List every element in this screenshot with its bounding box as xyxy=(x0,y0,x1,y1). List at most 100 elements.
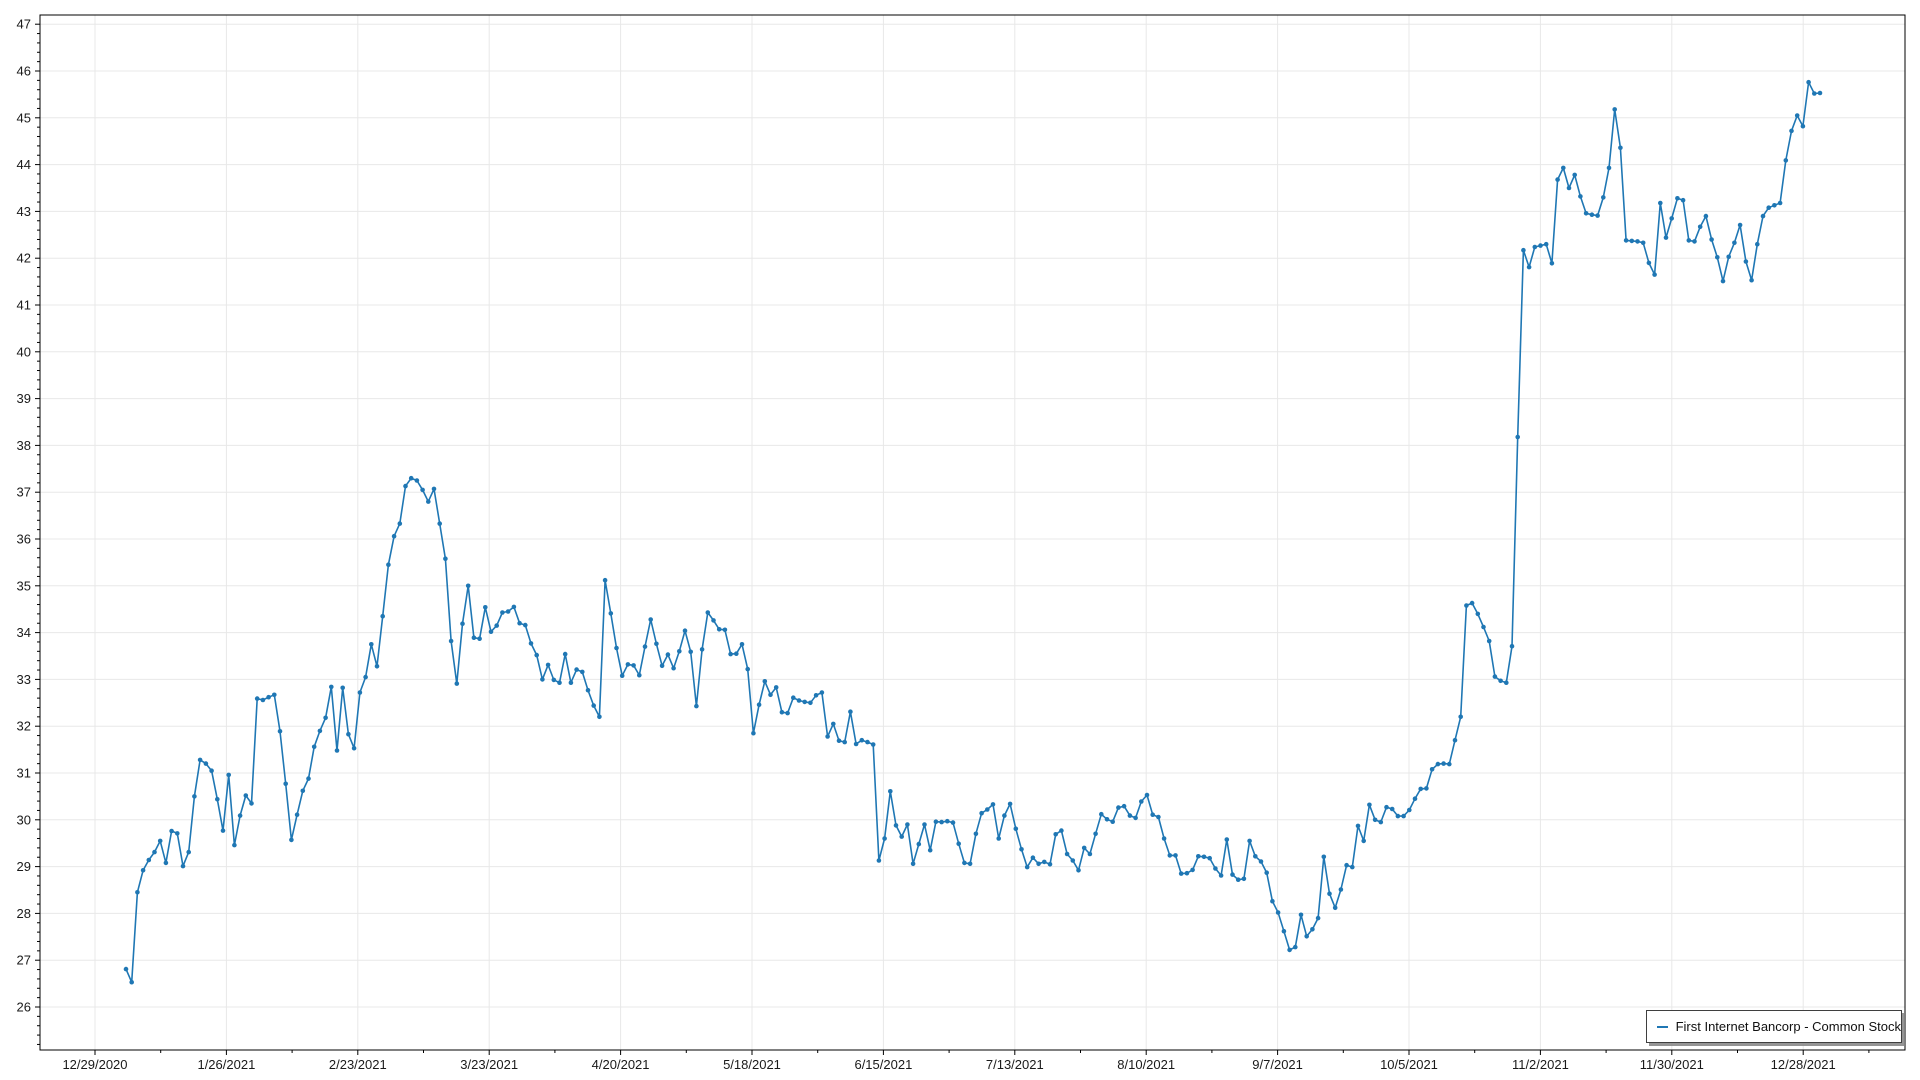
y-tick-label: 46 xyxy=(17,64,31,79)
data-point xyxy=(306,776,311,781)
data-point xyxy=(215,796,220,802)
data-point xyxy=(1042,859,1047,865)
data-point xyxy=(1253,854,1258,859)
data-point xyxy=(1059,828,1064,833)
data-point xyxy=(734,651,739,656)
data-point xyxy=(1606,165,1612,171)
data-point xyxy=(1247,838,1252,844)
y-tick-label: 43 xyxy=(17,204,31,219)
data-point xyxy=(1572,172,1577,178)
data-point xyxy=(294,812,300,817)
data-point xyxy=(1583,211,1589,216)
data-point xyxy=(1595,213,1600,218)
data-point xyxy=(853,741,859,747)
data-point xyxy=(637,672,642,678)
legend-line-marker-icon xyxy=(1657,1025,1668,1028)
data-point xyxy=(1441,761,1446,766)
data-point xyxy=(916,841,922,847)
data-point xyxy=(768,692,773,698)
data-point xyxy=(471,635,477,640)
data-point xyxy=(967,861,973,867)
data-point xyxy=(1087,851,1093,857)
data-point xyxy=(762,679,768,684)
data-point xyxy=(1623,238,1629,243)
data-point xyxy=(408,475,414,481)
data-point xyxy=(140,868,146,873)
data-point xyxy=(1806,79,1811,85)
data-point xyxy=(1287,947,1292,953)
data-point xyxy=(745,666,750,672)
data-point xyxy=(1498,678,1503,684)
data-point xyxy=(488,629,494,634)
data-point xyxy=(1458,714,1463,720)
data-point xyxy=(363,674,368,680)
data-point xyxy=(739,642,745,647)
data-point xyxy=(665,652,671,657)
data-point xyxy=(300,788,306,794)
data-point xyxy=(1133,815,1138,821)
data-point xyxy=(1321,854,1327,860)
data-point xyxy=(1344,862,1349,868)
data-point xyxy=(568,680,574,685)
data-point xyxy=(437,521,443,526)
series-line xyxy=(125,81,1821,984)
data-point xyxy=(460,621,465,626)
data-point xyxy=(985,807,990,812)
data-point xyxy=(933,819,939,824)
data-point xyxy=(1789,128,1794,134)
data-point xyxy=(973,831,979,837)
data-point xyxy=(1492,674,1498,679)
data-point xyxy=(910,861,916,867)
data-point xyxy=(323,715,328,721)
data-point xyxy=(945,818,950,824)
data-point xyxy=(351,745,357,751)
data-point xyxy=(1601,195,1606,200)
data-point xyxy=(1167,853,1173,858)
data-point xyxy=(1047,862,1053,867)
data-point xyxy=(1389,806,1395,812)
y-tick-label: 30 xyxy=(17,812,31,827)
data-point xyxy=(654,641,659,647)
data-point xyxy=(1230,872,1235,877)
data-point xyxy=(1663,235,1669,240)
data-point xyxy=(791,695,796,700)
y-tick-label: 36 xyxy=(17,532,31,547)
y-tick-label: 32 xyxy=(17,719,31,734)
data-point xyxy=(465,583,471,589)
data-point xyxy=(1116,805,1121,810)
data-point xyxy=(756,702,762,707)
data-point xyxy=(557,680,562,685)
data-point xyxy=(1418,786,1423,792)
data-point xyxy=(192,794,197,799)
data-point xyxy=(511,604,517,610)
data-point xyxy=(1566,185,1572,191)
data-point xyxy=(893,823,899,828)
data-point xyxy=(1007,801,1013,807)
data-point xyxy=(197,757,203,763)
data-point xyxy=(551,677,557,683)
legend: First Internet Bancorp - Common Stock xyxy=(1646,1010,1902,1043)
data-point xyxy=(1543,241,1549,247)
data-point xyxy=(1013,826,1019,831)
data-point xyxy=(1304,934,1309,939)
data-point xyxy=(180,863,186,869)
data-point xyxy=(380,613,386,619)
y-tick-label: 26 xyxy=(17,1000,31,1015)
data-point xyxy=(1315,915,1321,921)
x-tick-label: 6/15/2021 xyxy=(854,1057,912,1072)
data-point xyxy=(1538,243,1543,248)
data-point xyxy=(813,693,819,698)
data-point xyxy=(226,772,231,778)
data-point xyxy=(266,694,271,700)
data-point xyxy=(602,577,608,583)
data-point xyxy=(1703,213,1709,219)
data-point xyxy=(357,690,363,695)
data-point xyxy=(1686,238,1692,243)
data-point xyxy=(289,837,294,843)
data-point xyxy=(1646,260,1652,266)
data-point xyxy=(1332,905,1338,911)
data-point xyxy=(1424,786,1429,791)
data-point xyxy=(1629,238,1635,244)
data-point xyxy=(1509,643,1515,649)
data-point xyxy=(254,696,260,701)
